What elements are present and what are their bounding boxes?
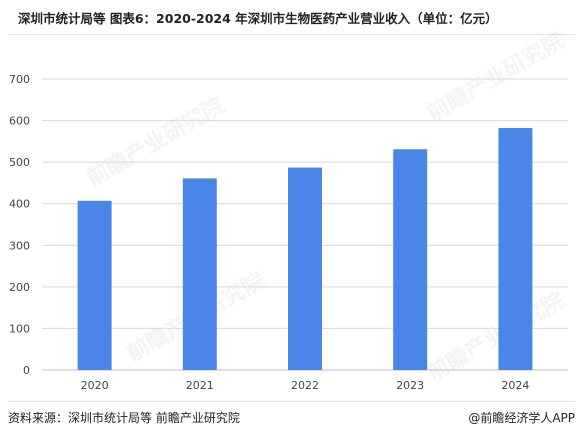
footer-divider bbox=[8, 401, 575, 402]
y-axis-ticks: 0 100 200 300 400 500 600 700 bbox=[9, 73, 30, 377]
y-tick-label: 300 bbox=[9, 239, 30, 252]
bar-2020 bbox=[77, 200, 112, 370]
y-tick-label: 200 bbox=[9, 281, 30, 294]
bar-2022 bbox=[288, 167, 322, 370]
x-axis-ticks: 2020 2021 2022 2023 2024 bbox=[81, 379, 530, 392]
y-tick-label: 500 bbox=[9, 156, 30, 169]
y-tick-label: 400 bbox=[9, 198, 30, 211]
bar-2023 bbox=[393, 149, 428, 370]
bar-2021 bbox=[182, 178, 217, 370]
y-tick-label: 700 bbox=[9, 73, 30, 86]
y-tick-label: 0 bbox=[23, 364, 30, 377]
title-divider bbox=[8, 34, 575, 35]
credit-text: @前瞻经济学人APP bbox=[468, 411, 575, 425]
source-text: 深圳市统计局等 前瞻产业研究院 bbox=[68, 411, 240, 425]
x-tick-label: 2021 bbox=[186, 379, 214, 392]
bars bbox=[77, 128, 533, 370]
bar-2024 bbox=[498, 128, 533, 370]
x-tick-label: 2024 bbox=[501, 379, 529, 392]
source-note: 资料来源：深圳市统计局等 前瞻产业研究院 bbox=[8, 409, 240, 426]
x-tick-label: 2023 bbox=[396, 379, 424, 392]
chart-title: 深圳市统计局等 图表6：2020-2024 年深圳市生物医药产业营业收入（单位：… bbox=[18, 11, 498, 26]
x-tick-label: 2022 bbox=[291, 379, 319, 392]
source-label: 资料来源： bbox=[8, 411, 69, 425]
y-tick-label: 100 bbox=[9, 322, 30, 335]
x-tick-label: 2020 bbox=[81, 379, 109, 392]
y-tick-label: 600 bbox=[9, 115, 30, 128]
